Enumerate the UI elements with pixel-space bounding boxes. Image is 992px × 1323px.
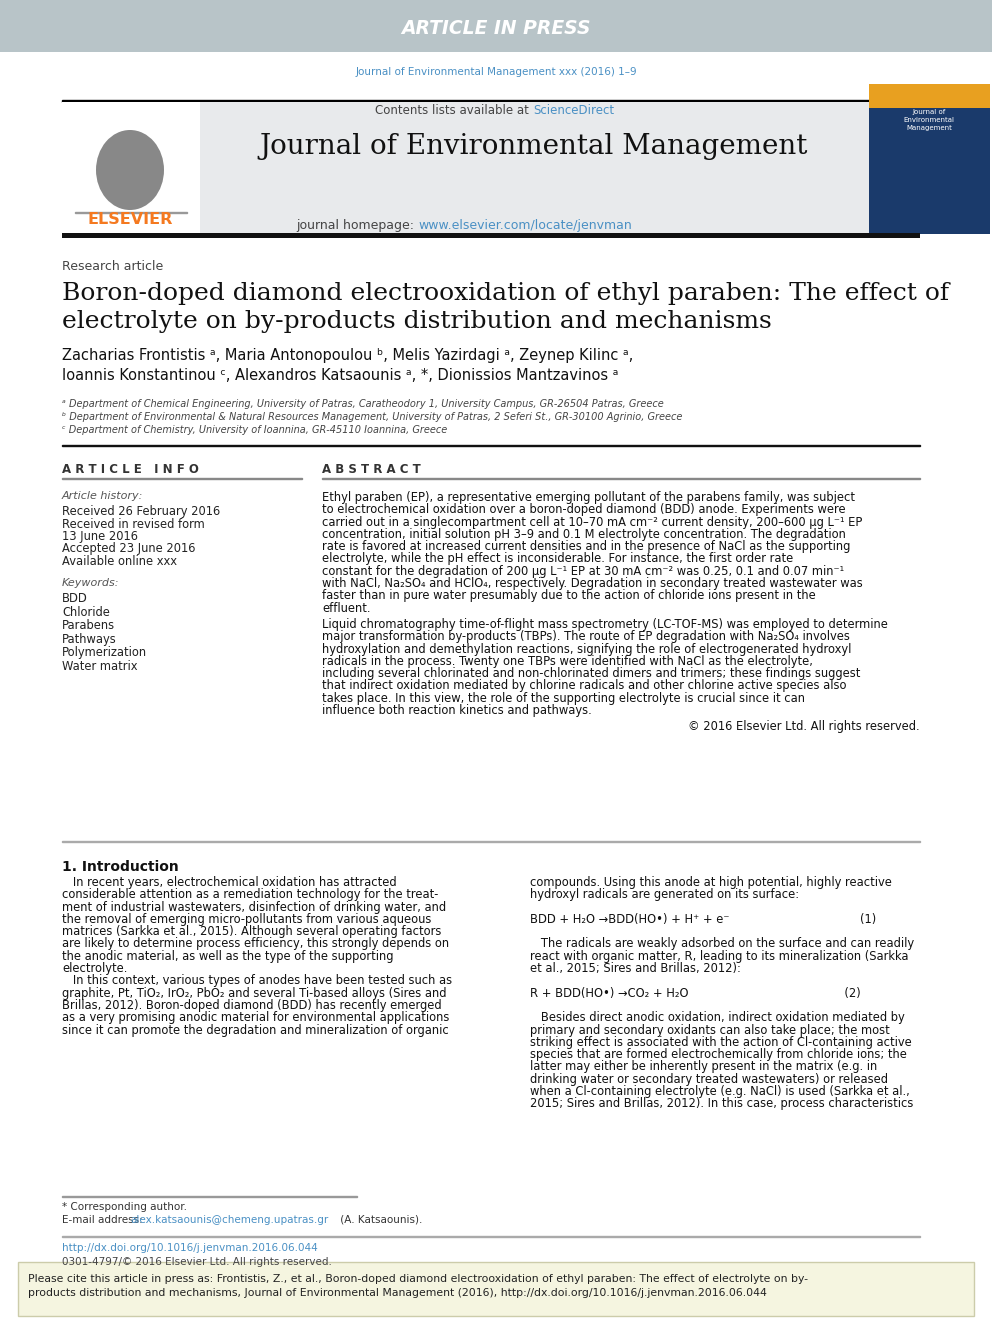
Text: Received in revised form: Received in revised form: [62, 519, 204, 531]
Text: rate is favored at increased current densities and in the presence of NaCl as th: rate is favored at increased current den…: [322, 540, 850, 553]
Text: Chloride: Chloride: [62, 606, 110, 618]
Bar: [200, 102, 870, 234]
Text: that indirect oxidation mediated by chlorine radicals and other chlorine active : that indirect oxidation mediated by chlo…: [322, 680, 846, 692]
Text: Pathways: Pathways: [62, 632, 117, 646]
Text: Journal of Environmental Management xxx (2016) 1–9: Journal of Environmental Management xxx …: [355, 67, 637, 77]
Text: Besides direct anodic oxidation, indirect oxidation mediated by: Besides direct anodic oxidation, indirec…: [530, 1011, 905, 1024]
Bar: [75, 212, 187, 213]
Text: hydroxyl radicals are generated on its surface:: hydroxyl radicals are generated on its s…: [530, 888, 800, 901]
Text: electrolyte on by-products distribution and mechanisms: electrolyte on by-products distribution …: [62, 310, 772, 333]
Bar: [62, 445, 920, 446]
Text: Water matrix: Water matrix: [62, 659, 138, 672]
Text: Contents lists available at: Contents lists available at: [375, 103, 533, 116]
Text: E-mail address:: E-mail address:: [62, 1215, 146, 1225]
Text: Received 26 February 2016: Received 26 February 2016: [62, 505, 220, 519]
Text: alex.katsaounis@chemeng.upatras.gr: alex.katsaounis@chemeng.upatras.gr: [130, 1215, 328, 1225]
Bar: [18, 1262, 974, 1316]
Text: ELSEVIER: ELSEVIER: [87, 213, 173, 228]
Bar: [869, 83, 990, 108]
Text: ᶜ Department of Chemistry, University of Ioannina, GR-45110 Ioannina, Greece: ᶜ Department of Chemistry, University of…: [62, 425, 447, 435]
Text: to electrochemical oxidation over a boron-doped diamond (BDD) anode. Experiments: to electrochemical oxidation over a boro…: [322, 503, 845, 516]
Text: concentration, initial solution pH 3–9 and 0.1 M electrolyte concentration. The : concentration, initial solution pH 3–9 a…: [322, 528, 846, 541]
Text: The radicals are weakly adsorbed on the surface and can readily: The radicals are weakly adsorbed on the …: [530, 938, 914, 950]
Text: graphite, Pt, TiO₂, IrO₂, PbO₂ and several Ti-based alloys (Sires and: graphite, Pt, TiO₂, IrO₂, PbO₂ and sever…: [62, 987, 446, 1000]
Bar: [62, 99, 920, 102]
Text: matrices (Sarkka et al., 2015). Although several operating factors: matrices (Sarkka et al., 2015). Although…: [62, 925, 441, 938]
Text: 1. Introduction: 1. Introduction: [62, 860, 179, 875]
Text: constant for the degradation of 200 μg L⁻¹ EP at 30 mA cm⁻² was 0.25, 0.1 and 0.: constant for the degradation of 200 μg L…: [322, 565, 844, 578]
Text: since it can promote the degradation and mineralization of organic: since it can promote the degradation and…: [62, 1024, 448, 1037]
Text: Polymerization: Polymerization: [62, 646, 147, 659]
Text: major transformation by-products (TBPs). The route of EP degradation with Na₂SO₄: major transformation by-products (TBPs).…: [322, 630, 850, 643]
Text: Ethyl paraben (EP), a representative emerging pollutant of the parabens family, : Ethyl paraben (EP), a representative eme…: [322, 491, 855, 504]
Text: BDD: BDD: [62, 591, 87, 605]
Text: A R T I C L E   I N F O: A R T I C L E I N F O: [62, 463, 198, 476]
Text: ment of industrial wastewaters, disinfection of drinking water, and: ment of industrial wastewaters, disinfec…: [62, 901, 446, 914]
Text: the removal of emerging micro-pollutants from various aqueous: the removal of emerging micro-pollutants…: [62, 913, 432, 926]
Text: (A. Katsaounis).: (A. Katsaounis).: [337, 1215, 423, 1225]
Text: www.elsevier.com/locate/jenvman: www.elsevier.com/locate/jenvman: [418, 220, 632, 233]
Text: 2015; Sires and Brillas, 2012). In this case, process characteristics: 2015; Sires and Brillas, 2012). In this …: [530, 1097, 914, 1110]
Text: ᵇ Department of Environmental & Natural Resources Management, University of Patr: ᵇ Department of Environmental & Natural …: [62, 411, 682, 422]
Text: species that are formed electrochemically from chloride ions; the: species that are formed electrochemicall…: [530, 1048, 907, 1061]
Text: influence both reaction kinetics and pathways.: influence both reaction kinetics and pat…: [322, 704, 592, 717]
Text: In recent years, electrochemical oxidation has attracted: In recent years, electrochemical oxidati…: [62, 876, 397, 889]
Text: Accepted 23 June 2016: Accepted 23 June 2016: [62, 542, 195, 556]
Text: takes place. In this view, the role of the supporting electrolyte is crucial sin: takes place. In this view, the role of t…: [322, 692, 805, 705]
Text: faster than in pure water presumably due to the action of chloride ions present : faster than in pure water presumably due…: [322, 590, 815, 602]
Text: A B S T R A C T: A B S T R A C T: [322, 463, 421, 476]
Text: drinking water or secondary treated wastewaters) or released: drinking water or secondary treated wast…: [530, 1073, 888, 1086]
Text: Article history:: Article history:: [62, 491, 144, 501]
Text: considerable attention as a remediation technology for the treat-: considerable attention as a remediation …: [62, 888, 438, 901]
Text: latter may either be inherently present in the matrix (e.g. in: latter may either be inherently present …: [530, 1061, 877, 1073]
Text: ᵃ Department of Chemical Engineering, University of Patras, Caratheodory 1, Univ: ᵃ Department of Chemical Engineering, Un…: [62, 400, 664, 409]
Text: effluent.: effluent.: [322, 602, 370, 615]
Text: electrolyte.: electrolyte.: [62, 962, 127, 975]
Text: R + BDD(HO•) →CO₂ + H₂O                                           (2): R + BDD(HO•) →CO₂ + H₂O (2): [530, 987, 861, 1000]
Text: hydroxylation and demethylation reactions, signifying the role of electrogenerat: hydroxylation and demethylation reaction…: [322, 643, 851, 656]
Ellipse shape: [96, 130, 164, 210]
Text: Zacharias Frontistis ᵃ, Maria Antonopoulou ᵇ, Melis Yazirdagi ᵃ, Zeynep Kilinc ᵃ: Zacharias Frontistis ᵃ, Maria Antonopoul…: [62, 348, 633, 363]
Text: react with organic matter, R, leading to its mineralization (Sarkka: react with organic matter, R, leading to…: [530, 950, 909, 963]
Text: Brillas, 2012). Boron-doped diamond (BDD) has recently emerged: Brillas, 2012). Boron-doped diamond (BDD…: [62, 999, 441, 1012]
Text: Boron-doped diamond electrooxidation of ethyl paraben: The effect of: Boron-doped diamond electrooxidation of …: [62, 282, 949, 306]
Text: as a very promising anodic material for environmental applications: as a very promising anodic material for …: [62, 1011, 449, 1024]
Text: radicals in the process. Twenty one TBPs were identified with NaCl as the electr: radicals in the process. Twenty one TBPs…: [322, 655, 812, 668]
Bar: [62, 102, 200, 234]
Text: journal homepage:: journal homepage:: [296, 220, 418, 233]
Text: carried out in a singlecompartment cell at 10–70 mA cm⁻² current density, 200–60: carried out in a singlecompartment cell …: [322, 516, 862, 529]
Text: striking effect is associated with the action of Cl-containing active: striking effect is associated with the a…: [530, 1036, 912, 1049]
Text: Please cite this article in press as: Frontistis, Z., et al., Boron-doped diamon: Please cite this article in press as: Fr…: [28, 1274, 808, 1285]
Text: electrolyte, while the pH effect is inconsiderable. For instance, the first orde: electrolyte, while the pH effect is inco…: [322, 553, 794, 565]
Text: Journal of
Environmental
Management: Journal of Environmental Management: [904, 108, 954, 131]
Text: Parabens: Parabens: [62, 619, 115, 632]
Text: Available online xxx: Available online xxx: [62, 556, 177, 568]
Text: Research article: Research article: [62, 261, 164, 273]
Bar: [0, 0, 992, 52]
Text: including several chlorinated and non-chlorinated dimers and trimers; these find: including several chlorinated and non-ch…: [322, 667, 860, 680]
Text: primary and secondary oxidants can also take place; the most: primary and secondary oxidants can also …: [530, 1024, 890, 1037]
Text: ARTICLE IN PRESS: ARTICLE IN PRESS: [401, 19, 591, 37]
Text: Ioannis Konstantinou ᶜ, Alexandros Katsaounis ᵃ, *, Dionissios Mantzavinos ᵃ: Ioannis Konstantinou ᶜ, Alexandros Katsa…: [62, 368, 618, 382]
Text: Journal of Environmental Management: Journal of Environmental Management: [260, 134, 808, 160]
Text: Keywords:: Keywords:: [62, 578, 119, 587]
Bar: [869, 102, 990, 234]
Text: are likely to determine process efficiency, this strongly depends on: are likely to determine process efficien…: [62, 938, 449, 950]
Text: In this context, various types of anodes have been tested such as: In this context, various types of anodes…: [62, 975, 452, 987]
Text: BDD + H₂O →BDD(HO•) + H⁺ + e⁻                                    (1): BDD + H₂O →BDD(HO•) + H⁺ + e⁻ (1): [530, 913, 876, 926]
Text: http://dx.doi.org/10.1016/j.jenvman.2016.06.044: http://dx.doi.org/10.1016/j.jenvman.2016…: [62, 1244, 317, 1253]
Text: Liquid chromatography time-of-flight mass spectrometry (LC-TOF-MS) was employed : Liquid chromatography time-of-flight mas…: [322, 618, 888, 631]
Text: 0301-4797/© 2016 Elsevier Ltd. All rights reserved.: 0301-4797/© 2016 Elsevier Ltd. All right…: [62, 1257, 332, 1267]
Text: when a Cl-containing electrolyte (e.g. NaCl) is used (Sarkka et al.,: when a Cl-containing electrolyte (e.g. N…: [530, 1085, 910, 1098]
Text: ScienceDirect: ScienceDirect: [533, 103, 614, 116]
Text: products distribution and mechanisms, Journal of Environmental Management (2016): products distribution and mechanisms, Jo…: [28, 1289, 767, 1298]
Text: 13 June 2016: 13 June 2016: [62, 531, 138, 542]
Text: © 2016 Elsevier Ltd. All rights reserved.: © 2016 Elsevier Ltd. All rights reserved…: [688, 721, 920, 733]
Text: with NaCl, Na₂SO₄ and HClO₄, respectively. Degradation in secondary treated wast: with NaCl, Na₂SO₄ and HClO₄, respectivel…: [322, 577, 863, 590]
Text: compounds. Using this anode at high potential, highly reactive: compounds. Using this anode at high pote…: [530, 876, 892, 889]
Text: et al., 2015; Sires and Brillas, 2012):: et al., 2015; Sires and Brillas, 2012):: [530, 962, 741, 975]
Text: the anodic material, as well as the type of the supporting: the anodic material, as well as the type…: [62, 950, 394, 963]
Bar: [62, 233, 920, 238]
Text: * Corresponding author.: * Corresponding author.: [62, 1203, 187, 1212]
